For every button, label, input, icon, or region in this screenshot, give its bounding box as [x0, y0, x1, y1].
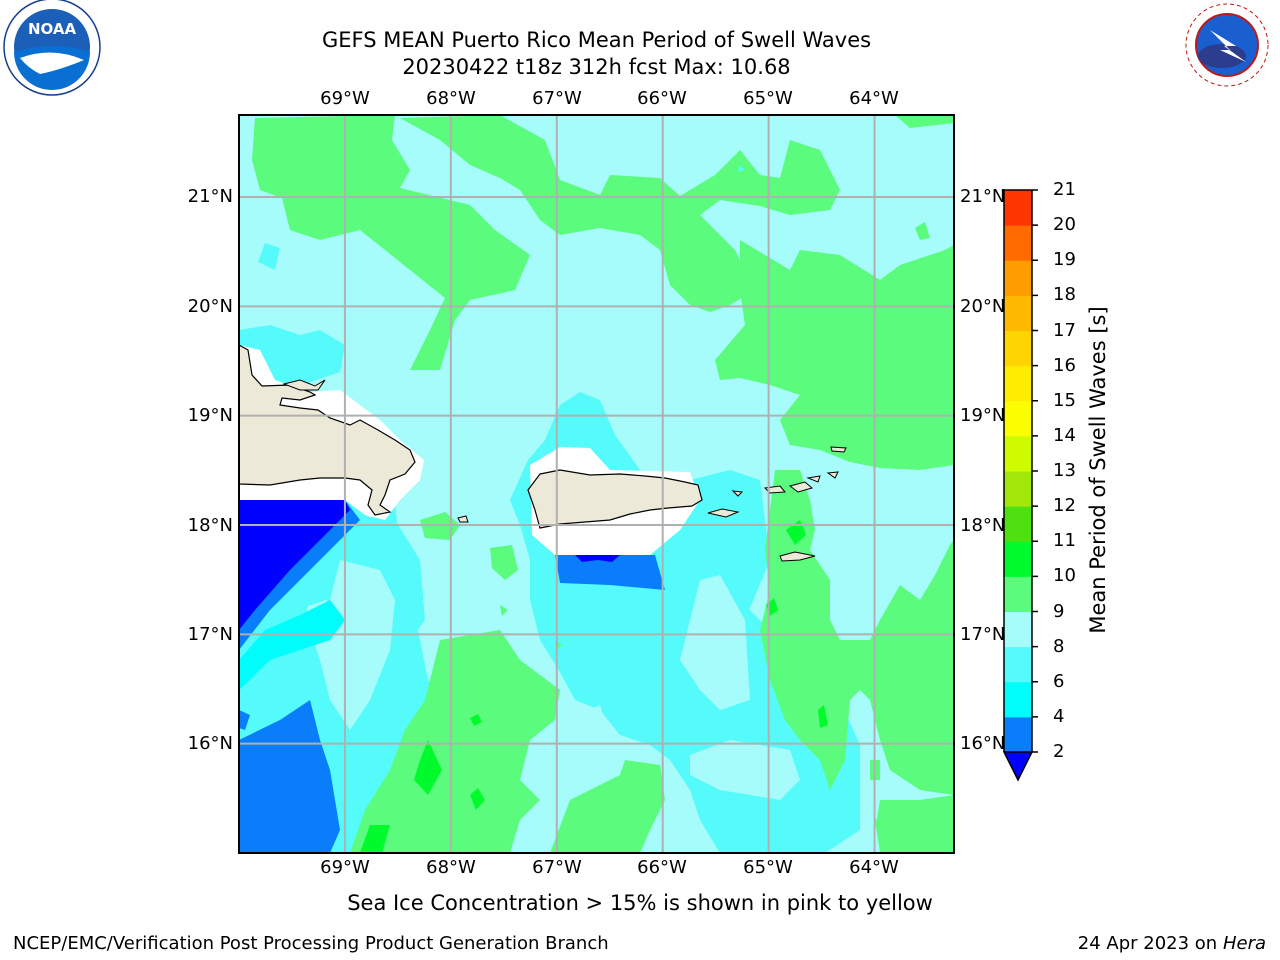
- colorbar-tick-label: 13: [1053, 460, 1076, 481]
- colorbar-tick-label: 10: [1053, 565, 1076, 587]
- colorbar-swatch: [1004, 506, 1032, 542]
- colorbar-tick-label: 12: [1053, 495, 1076, 517]
- lon-label-bottom-66w: 66°W: [637, 857, 687, 878]
- lon-label-top-67w: 67°W: [532, 88, 582, 109]
- colorbar-swatch: [1004, 260, 1032, 296]
- map-subtitle: 20230422 t18z 312h fcst Max: 10.68: [402, 55, 791, 79]
- lat-label-left-18n: 18°N: [187, 515, 233, 536]
- colorbar-tick-label: 9: [1053, 600, 1065, 622]
- lat-label-left-19n: 19°N: [187, 405, 233, 426]
- lon-label-bottom-67w: 67°W: [532, 857, 582, 878]
- colorbar: [1002, 189, 1038, 782]
- colorbar-tick-label: 14: [1053, 424, 1076, 446]
- lon-label-top-69w: 69°W: [320, 88, 370, 109]
- colorbar-swatch: [1004, 576, 1032, 612]
- lat-label-right-18n: 18°N: [960, 515, 1006, 536]
- colorbar-swatch: [1004, 190, 1032, 226]
- lat-label-right-21n: 21°N: [960, 186, 1006, 207]
- lat-label-left-17n: 17°N: [187, 624, 233, 645]
- lon-label-top-68w: 68°W: [426, 88, 476, 109]
- colorbar-swatch: [1004, 330, 1032, 367]
- colorbar-swatch: [1004, 225, 1032, 261]
- lon-label-bottom-69w: 69°W: [320, 857, 370, 878]
- lon-label-bottom-68w: 68°W: [426, 857, 476, 878]
- colorbar-swatch: [1004, 365, 1032, 402]
- colorbar-swatch: [1004, 716, 1032, 753]
- lat-label-right-20n: 20°N: [960, 296, 1006, 317]
- colorbar-swatch: [1004, 541, 1032, 577]
- colorbar-tick-label: 4: [1053, 705, 1065, 727]
- colorbar-tick-label: 11: [1053, 530, 1076, 552]
- colorbar-tick-label: 21: [1053, 179, 1076, 200]
- colorbar-swatch: [1004, 646, 1032, 683]
- colorbar-tick-label: 16: [1053, 354, 1076, 376]
- footer-credit: NCEP/EMC/Verification Post Processing Pr…: [13, 933, 609, 954]
- map-gridlines: [239, 115, 954, 853]
- lat-label-left-20n: 20°N: [187, 296, 233, 317]
- lat-label-right-17n: 17°N: [960, 624, 1006, 645]
- colorbar-tick-label: 8: [1053, 635, 1065, 657]
- colorbar-swatch: [1004, 400, 1032, 437]
- lon-label-top-65w: 65°W: [743, 88, 793, 109]
- colorbar-extend-arrow: [1002, 751, 1034, 782]
- colorbar-swatch: [1004, 295, 1032, 331]
- map-title: GEFS MEAN Puerto Rico Mean Period of Swe…: [321, 28, 872, 52]
- colorbar-tick-label: 2: [1053, 741, 1065, 762]
- lat-label-left-16n: 16°N: [187, 733, 233, 754]
- colorbar-label: Mean Period of Swell Waves [s]: [1086, 306, 1110, 634]
- sea-ice-note: Sea Ice Concentration > 15% is shown in …: [347, 891, 933, 915]
- colorbar-swatch: [1004, 611, 1032, 648]
- colorbar-tick-label: 15: [1053, 389, 1076, 411]
- colorbar-swatch: [1004, 681, 1032, 718]
- swell-period-field: [239, 115, 954, 853]
- lon-label-bottom-64w: 64°W: [849, 857, 899, 878]
- colorbar-tick-label: 20: [1053, 214, 1076, 236]
- colorbar-swatch: [1004, 471, 1032, 507]
- nws-logo: [1182, 0, 1272, 90]
- noaa-logo: NOAA: [3, 0, 101, 96]
- colorbar-swatch: [1004, 435, 1032, 472]
- lat-label-right-16n: 16°N: [960, 733, 1006, 754]
- map-frame: [238, 114, 955, 854]
- colorbar-tick-label: 18: [1053, 284, 1076, 306]
- lon-label-top-64w: 64°W: [849, 88, 899, 109]
- footer-date: 24 Apr 2023 on Hera: [1078, 933, 1266, 954]
- lon-label-top-66w: 66°W: [637, 88, 687, 109]
- colorbar-tick-label: 6: [1053, 670, 1065, 692]
- footer-date-text: 24 Apr 2023 on: [1077, 933, 1218, 954]
- lat-label-left-21n: 21°N: [187, 186, 233, 207]
- colorbar-tick-label: 19: [1053, 249, 1076, 271]
- lon-label-bottom-65w: 65°W: [743, 857, 793, 878]
- lat-label-right-19n: 19°N: [960, 405, 1006, 426]
- colorbar-tick-label: 17: [1053, 319, 1076, 341]
- footer-host: Hera: [1222, 933, 1266, 954]
- noaa-logo-text: NOAA: [28, 20, 77, 38]
